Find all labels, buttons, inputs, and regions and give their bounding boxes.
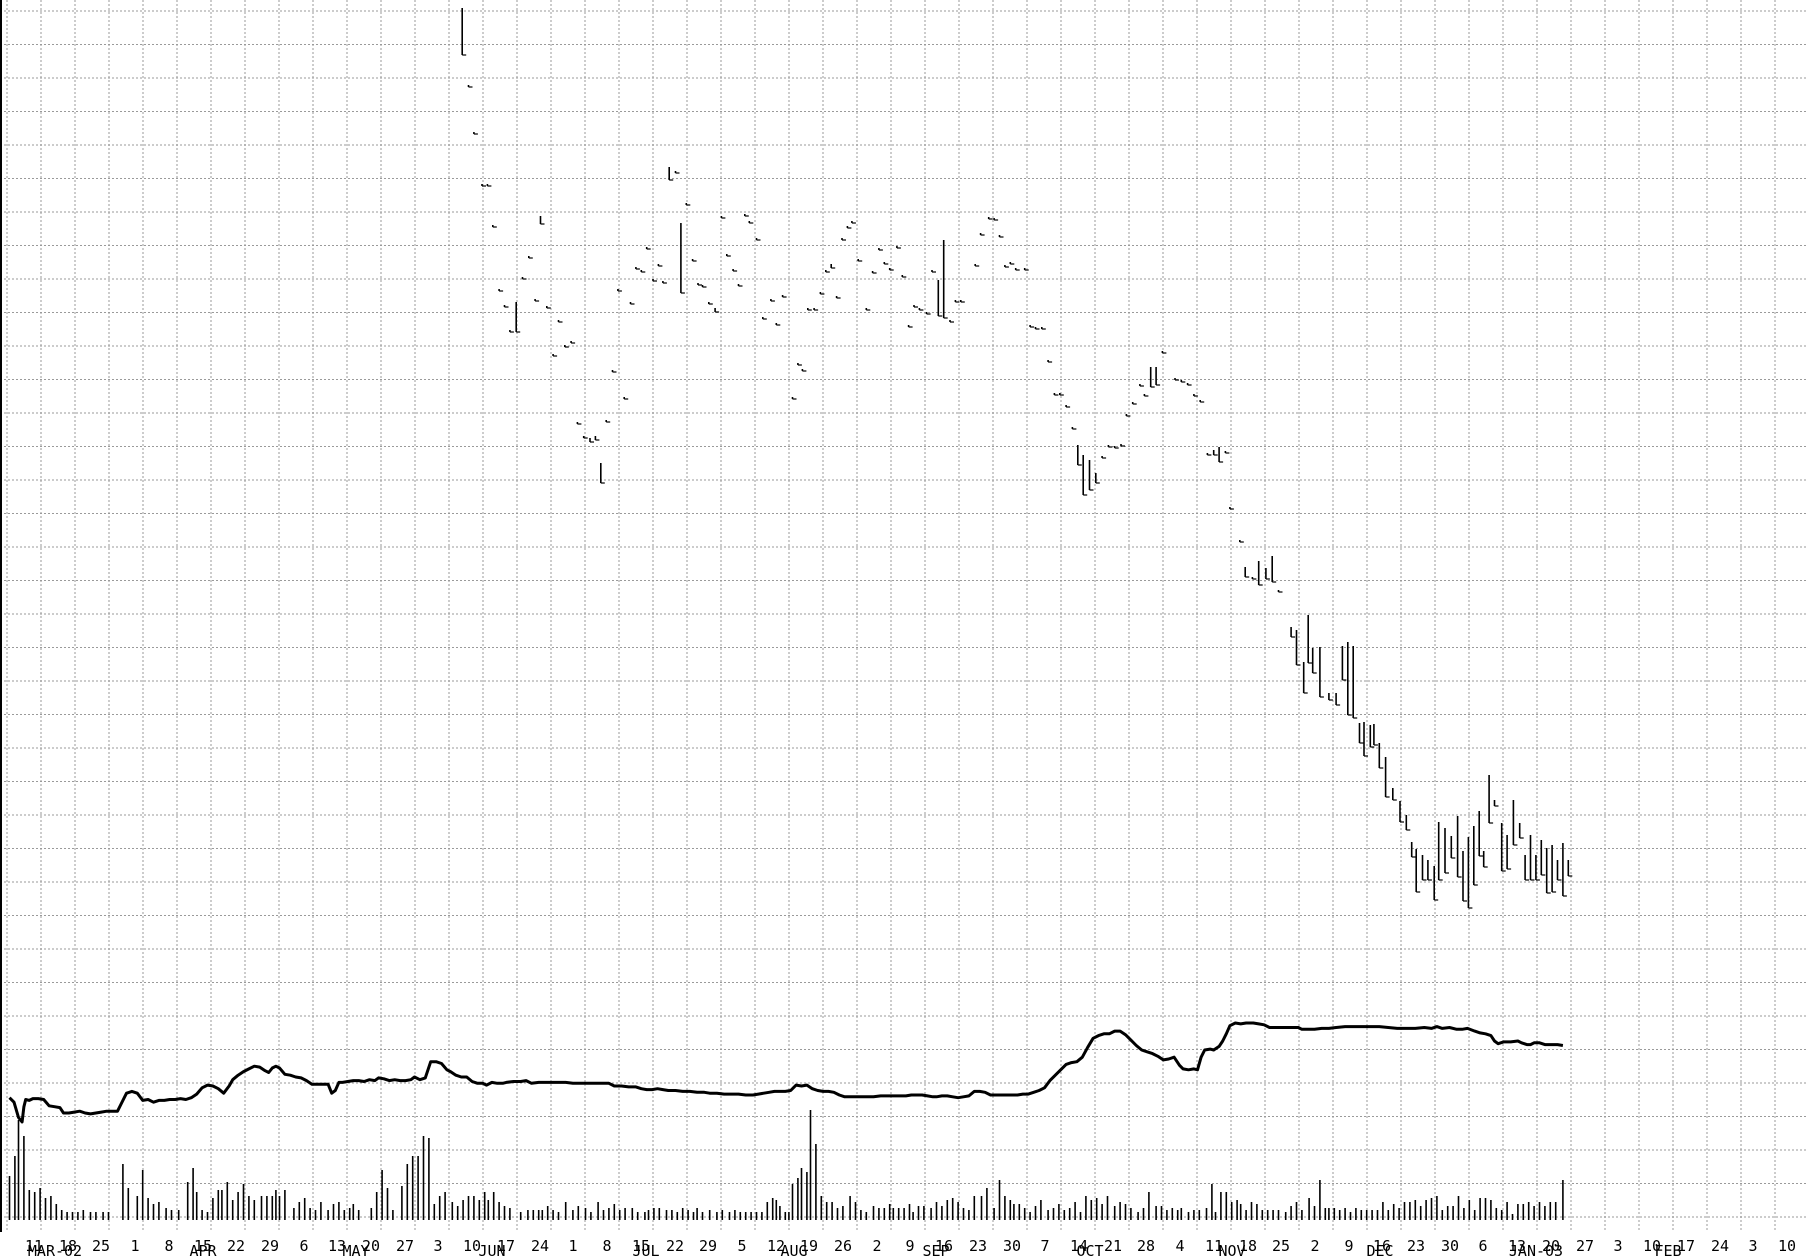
x-tick-label: 18 <box>59 1237 77 1255</box>
x-tick-label: 23 <box>969 1237 987 1255</box>
x-tick-label: 30 <box>1003 1237 1021 1255</box>
x-tick-label: 2 <box>1310 1237 1319 1255</box>
x-tick-label: 16 <box>1373 1237 1391 1255</box>
x-month-label: JUN <box>478 1242 505 1258</box>
x-month-label: APR <box>189 1242 217 1258</box>
x-tick-label: 20 <box>1542 1237 1560 1255</box>
x-tick-label: 17 <box>1677 1237 1695 1255</box>
x-tick-label: 10 <box>463 1237 481 1255</box>
x-axis-ticks: 11 18 25 1 8 15 22 29 6 13 20 27 3 10 17 24 1 8 15 22 29 5 12 1… <box>25 1237 1796 1255</box>
x-month-label: JAN-03 <box>1509 1242 1563 1258</box>
x-tick-label: 23 <box>1407 1237 1425 1255</box>
x-tick-label: 8 <box>164 1237 173 1255</box>
x-tick-label: 15 <box>632 1237 650 1255</box>
x-month-label: SEP <box>922 1242 949 1258</box>
x-tick-label: 10 <box>1778 1237 1796 1255</box>
x-tick-label: 13 <box>328 1237 346 1255</box>
x-tick-label: 14 <box>1070 1237 1088 1255</box>
x-tick-label: 27 <box>396 1237 414 1255</box>
x-tick-label: 25 <box>1272 1237 1290 1255</box>
x-tick-label: 16 <box>935 1237 953 1255</box>
x-month-label: OCT <box>1076 1242 1103 1258</box>
x-tick-label: 27 <box>1576 1237 1594 1255</box>
x-tick-label: 29 <box>699 1237 717 1255</box>
x-tick-label: 22 <box>227 1237 245 1255</box>
indicator-series <box>8 1021 1564 1124</box>
x-tick-label: 6 <box>1478 1237 1487 1255</box>
x-tick-label: 22 <box>666 1237 684 1255</box>
x-tick-label: 20 <box>362 1237 380 1255</box>
x-tick-label: 15 <box>194 1237 212 1255</box>
x-month-label: MAR-02 <box>28 1242 82 1258</box>
x-tick-label: 1 <box>568 1237 577 1255</box>
x-tick-label: 9 <box>1344 1237 1353 1255</box>
x-tick-label: 1 <box>130 1237 139 1255</box>
x-month-label: MAY <box>342 1242 369 1258</box>
x-tick-label: 6 <box>299 1237 308 1255</box>
x-tick-label: 12 <box>767 1237 785 1255</box>
x-month-label: DEC <box>1366 1242 1393 1258</box>
x-tick-label: 11 <box>1205 1237 1223 1255</box>
x-tick-label: 19 <box>800 1237 818 1255</box>
x-tick-label: 21 <box>1104 1237 1122 1255</box>
x-month-label: AUG <box>780 1242 807 1258</box>
x-month-label: JUL <box>632 1242 659 1258</box>
x-tick-label: 9 <box>905 1237 914 1255</box>
x-tick-label: 13 <box>1508 1237 1526 1255</box>
x-tick-label: 18 <box>1239 1237 1257 1255</box>
volume-bars <box>8 1110 1564 1220</box>
x-tick-label: 29 <box>261 1237 279 1255</box>
x-tick-label: 28 <box>1137 1237 1155 1255</box>
x-tick-label: 24 <box>1711 1237 1729 1255</box>
x-month-label: FEB <box>1654 1242 1681 1258</box>
x-tick-label: 3 <box>1748 1237 1757 1255</box>
price-bars <box>461 8 1573 909</box>
x-tick-label: 3 <box>1613 1237 1622 1255</box>
x-tick-label: 17 <box>497 1237 515 1255</box>
x-month-label: NOV <box>1218 1242 1245 1258</box>
x-tick-label: 25 <box>92 1237 110 1255</box>
x-tick-label: 30 <box>1441 1237 1459 1255</box>
x-tick-label: 24 <box>531 1237 549 1255</box>
x-tick-label: 7 <box>1040 1237 1049 1255</box>
x-tick-label: 3 <box>433 1237 442 1255</box>
grid <box>0 0 1807 1232</box>
x-axis-months: MAR-02 APR MAY JUN JUL AUG SEP OCT NOV DEC JAN-03 F… <box>28 1242 1682 1258</box>
x-tick-label: 11 <box>25 1237 43 1255</box>
x-tick-label: 4 <box>1175 1237 1184 1255</box>
x-tick-label: 26 <box>834 1237 852 1255</box>
x-tick-label: 10 <box>1643 1237 1661 1255</box>
x-tick-label: 2 <box>872 1237 881 1255</box>
indicator-line <box>8 1021 1564 1124</box>
x-tick-label: 5 <box>737 1237 746 1255</box>
x-tick-label: 8 <box>602 1237 611 1255</box>
